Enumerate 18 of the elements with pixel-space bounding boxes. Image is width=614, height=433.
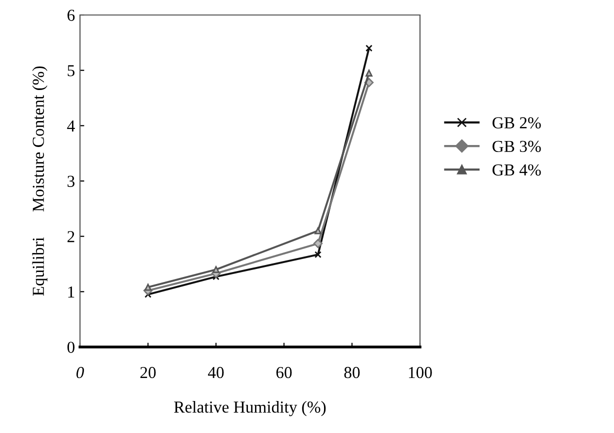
- y-tick-label: 2: [68, 231, 74, 242]
- y-tick-label: 0: [67, 342, 75, 353]
- legend-label: GB 2%: [492, 117, 541, 129]
- x-tick-label: 20: [140, 366, 156, 378]
- y-tick-label: 3: [68, 176, 74, 187]
- x-tick-label: 80: [344, 366, 360, 378]
- y-tick-label: 6: [68, 10, 75, 21]
- x-tick-label: 100: [408, 366, 432, 378]
- x-tick-label: 60: [276, 366, 292, 378]
- legend-label: GB 4%: [492, 164, 541, 176]
- y-tick-label: 5: [68, 65, 74, 76]
- legend-label: GB 3%: [492, 140, 541, 152]
- x-tick-label: 0: [76, 366, 84, 378]
- y-tick-label: 1: [68, 286, 74, 298]
- x-tick-label: 40: [208, 366, 224, 378]
- y-axis-title: Equilibri Moisture Content (%): [32, 66, 48, 296]
- x-axis-title: Relative Humidity (%): [174, 401, 326, 416]
- y-tick-label: 4: [67, 120, 75, 132]
